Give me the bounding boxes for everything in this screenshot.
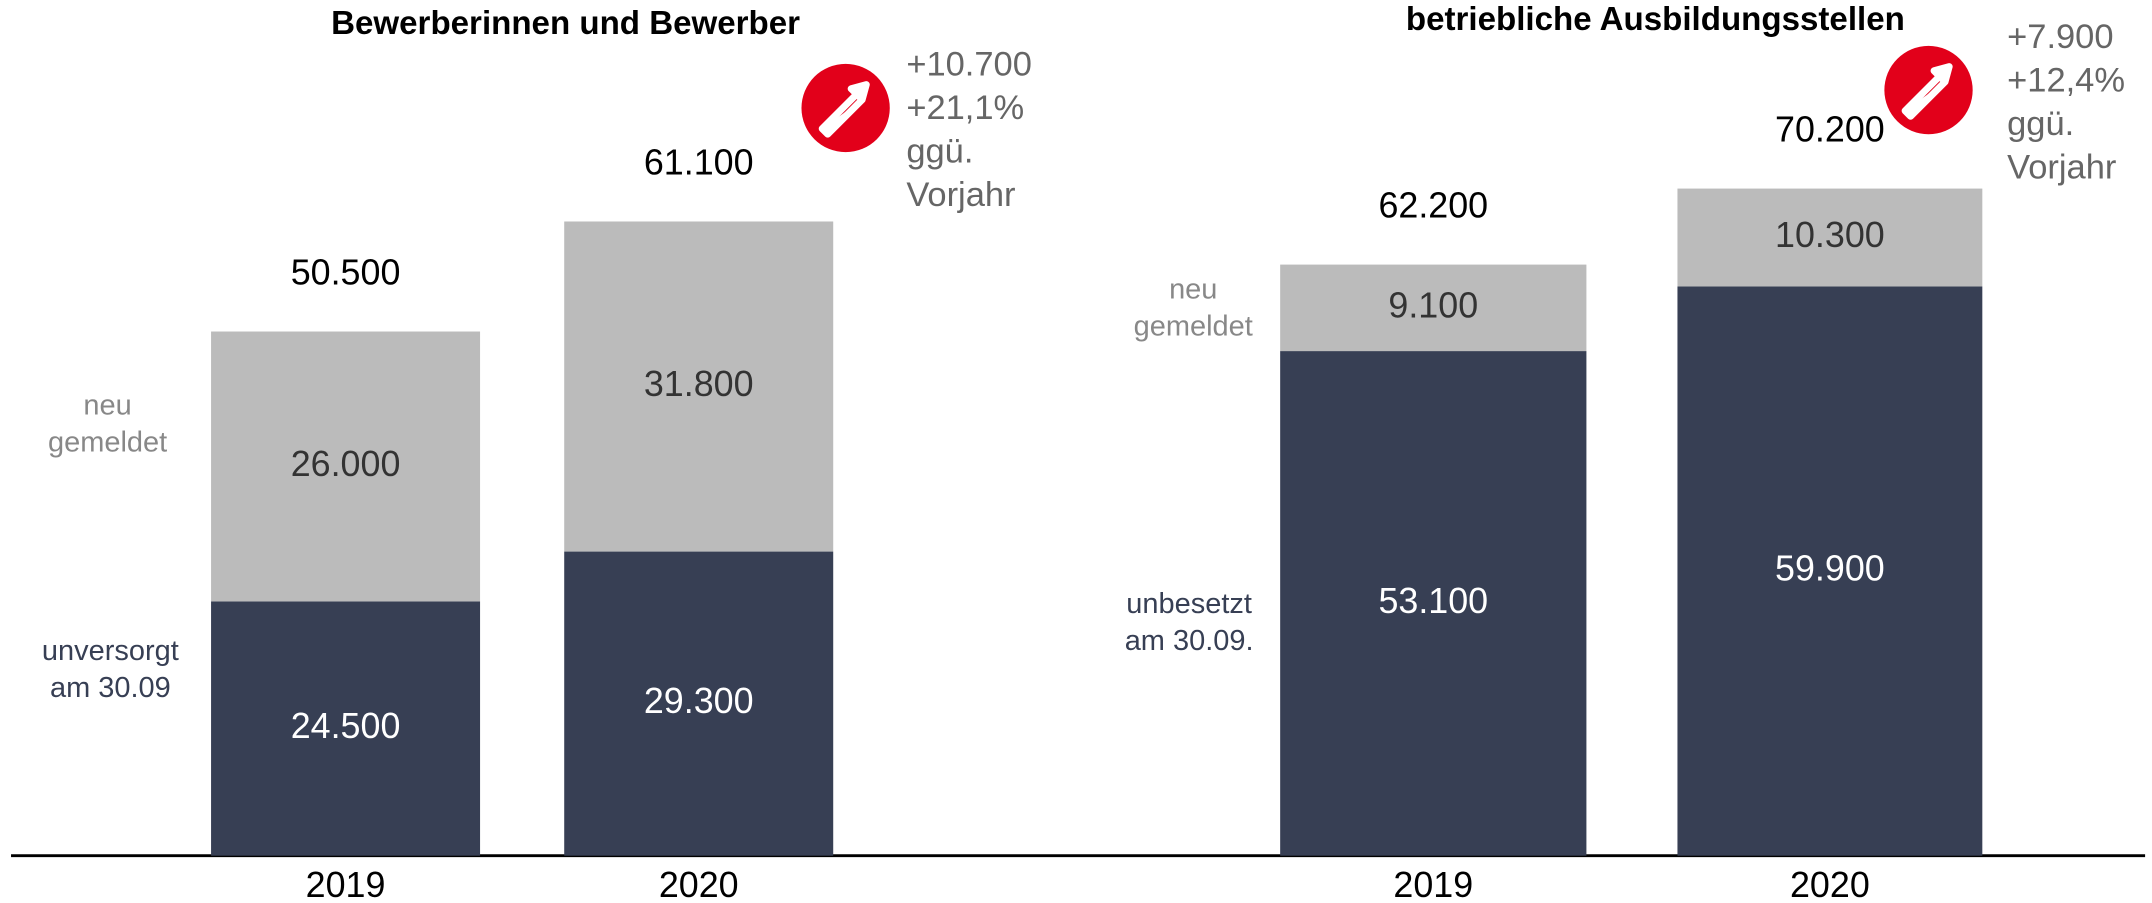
bar-segment — [564, 221, 834, 552]
bar-segment — [211, 331, 481, 602]
total-label: 61.100 — [644, 142, 754, 182]
value-label: 31.800 — [644, 364, 754, 404]
chart-title: Bewerberinnen und Bewerber — [331, 5, 800, 42]
legend-label: unversorgt am 30.09 — [41, 634, 179, 704]
legend-label-box: neu gemeldet — [48, 389, 168, 459]
bar-segment — [1280, 351, 1587, 856]
trend-arrow — [1901, 63, 1953, 120]
x-tick-label: 2020 — [1790, 865, 1870, 903]
total-label: 50.500 — [291, 252, 401, 292]
annotation: +10.700 — [906, 46, 1032, 84]
value-label: 10.300 — [1775, 215, 1885, 255]
annotation: ggü. — [2007, 105, 2074, 143]
annotation: +7.900 — [2007, 18, 2113, 56]
bar-segment — [1677, 188, 1983, 287]
value-label: 9.100 — [1388, 285, 1478, 325]
annotation: Vorjahr — [2007, 149, 2116, 187]
annotation: +12,4% — [2007, 62, 2125, 100]
chart-title: betriebliche Ausbildungsstellen — [1406, 1, 1905, 38]
bar-segment — [564, 551, 834, 856]
total-label: 70.200 — [1775, 109, 1885, 149]
bar-segment — [1677, 286, 1983, 856]
annotation: +21,1% — [906, 89, 1024, 127]
value-label: 59.900 — [1775, 549, 1885, 589]
x-tick-label: 2020 — [659, 865, 739, 903]
legend-label-box: neu gemeldet — [1133, 273, 1253, 343]
value-label: 29.300 — [644, 681, 754, 721]
legend-label-box: unbesetzt am 30.09. — [1124, 588, 1254, 658]
total-label: 62.200 — [1378, 186, 1488, 226]
value-label: 26.000 — [291, 444, 401, 484]
value-label: 53.100 — [1378, 581, 1488, 621]
value-label: 24.500 — [291, 706, 401, 746]
x-tick-label: 2019 — [306, 865, 386, 903]
legend-label: unbesetzt am 30.09. — [1124, 588, 1254, 658]
annotation: Vorjahr — [906, 176, 1015, 214]
legend-label-box: unversorgt am 30.09 — [41, 634, 179, 704]
x-tick-label: 2019 — [1393, 865, 1473, 903]
annotation: ggü. — [906, 133, 973, 171]
legend-label: neu gemeldet — [1133, 273, 1253, 343]
trend-arrow — [818, 81, 870, 138]
legend-label: neu gemeldet — [48, 389, 168, 459]
bar-segment — [211, 601, 481, 856]
bar-segment — [1280, 264, 1587, 352]
